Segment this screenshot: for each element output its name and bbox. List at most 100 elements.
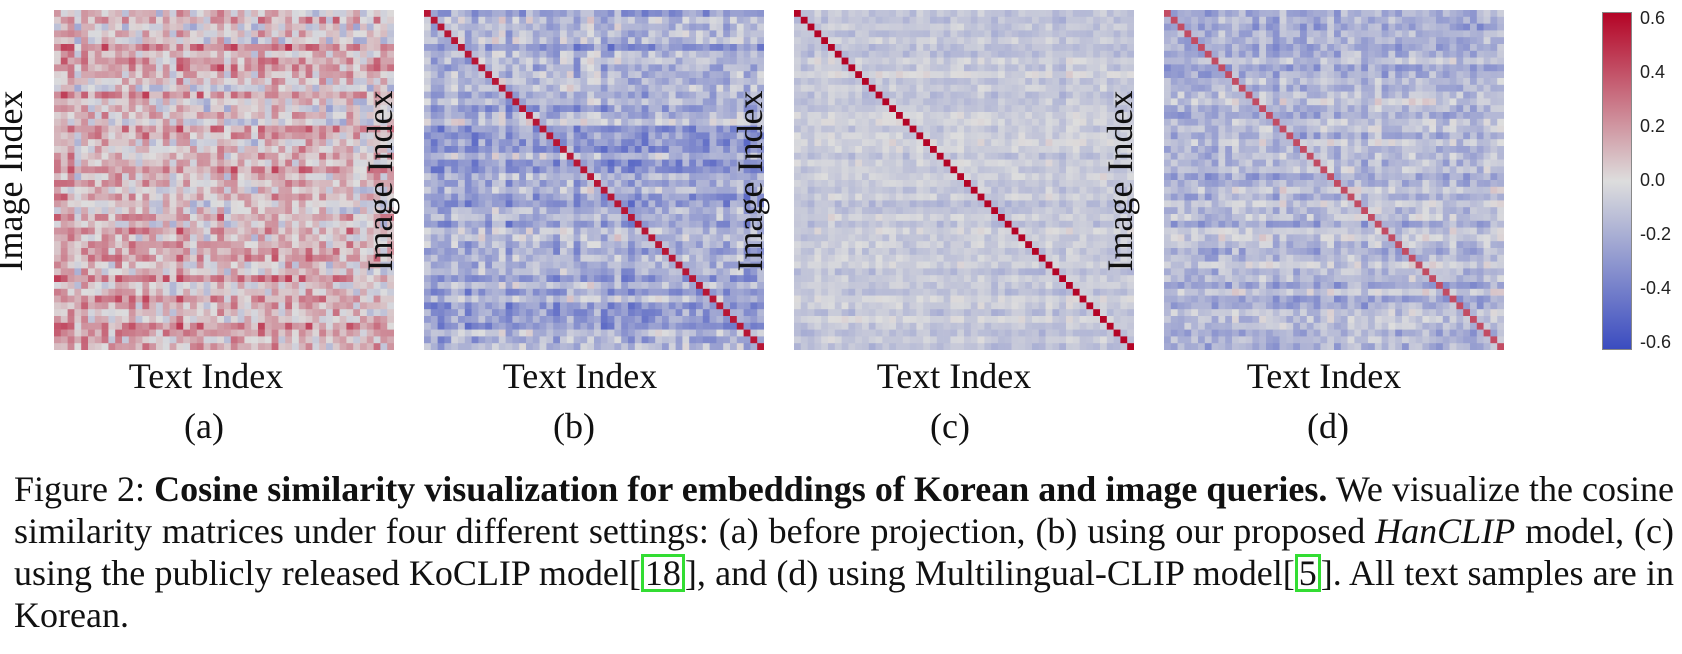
heatmap-cell bbox=[278, 248, 286, 256]
heatmap-cell bbox=[498, 64, 506, 72]
heatmap-cell bbox=[689, 105, 697, 113]
heatmap-cell bbox=[203, 186, 211, 194]
heatmap-cell bbox=[312, 98, 320, 106]
heatmap-cell bbox=[689, 220, 697, 228]
heatmap-cell bbox=[149, 23, 157, 31]
heatmap-cell bbox=[730, 91, 738, 99]
heatmap-cell bbox=[387, 309, 394, 317]
heatmap-cell bbox=[458, 248, 466, 256]
heatmap-cell bbox=[607, 78, 615, 86]
heatmap-cell bbox=[54, 173, 62, 181]
heatmap-cell bbox=[115, 91, 123, 99]
heatmap-cell bbox=[655, 295, 663, 303]
heatmap-cell bbox=[319, 261, 327, 269]
heatmap-cell bbox=[162, 193, 170, 201]
heatmap-cell bbox=[373, 71, 381, 79]
heatmap-cell bbox=[156, 132, 164, 140]
heatmap-cell bbox=[244, 288, 252, 296]
heatmap-cell bbox=[366, 200, 374, 208]
heatmap-cell bbox=[614, 302, 622, 310]
heatmap-cell bbox=[387, 329, 394, 337]
heatmap-cell bbox=[183, 316, 191, 324]
heatmap-cell bbox=[115, 64, 123, 72]
heatmap-cell bbox=[312, 248, 320, 256]
heatmap-cell bbox=[553, 275, 561, 283]
heatmap-cell bbox=[224, 98, 232, 106]
heatmap-cell bbox=[478, 37, 486, 45]
heatmap-cell bbox=[594, 10, 602, 18]
heatmap-cell bbox=[641, 295, 649, 303]
heatmap-cell bbox=[668, 23, 676, 31]
heatmap-cell bbox=[573, 322, 581, 330]
heatmap-cell bbox=[730, 220, 738, 228]
heatmap-cell bbox=[360, 57, 368, 65]
heatmap-cell bbox=[332, 173, 340, 181]
heatmap-cell bbox=[54, 234, 62, 242]
heatmap-cell bbox=[278, 57, 286, 65]
heatmap-cell bbox=[312, 152, 320, 160]
heatmap-cell bbox=[655, 261, 663, 269]
heatmap-cell bbox=[464, 146, 472, 154]
heatmap-cell bbox=[196, 227, 204, 235]
heatmap-cell bbox=[682, 44, 690, 52]
heatmap-cell bbox=[519, 91, 527, 99]
heatmap-cell bbox=[696, 227, 704, 235]
heatmap-cell bbox=[655, 254, 663, 262]
heatmap-cell bbox=[587, 146, 595, 154]
heatmap-cell bbox=[709, 16, 717, 24]
heatmap-cell bbox=[332, 316, 340, 324]
heatmap-cell bbox=[94, 220, 102, 228]
heatmap-cell bbox=[81, 44, 89, 52]
heatmap-cell bbox=[736, 336, 744, 344]
heatmap-cell bbox=[278, 186, 286, 194]
heatmap-cell bbox=[244, 329, 252, 337]
heatmap-cell bbox=[142, 44, 150, 52]
heatmap-cell bbox=[366, 234, 374, 242]
heatmap-cell bbox=[471, 30, 479, 38]
heatmap-cell bbox=[67, 71, 75, 79]
heatmap-cell bbox=[675, 343, 683, 350]
heatmap-cell bbox=[702, 84, 710, 92]
heatmap-cell bbox=[101, 329, 109, 337]
heatmap-cell bbox=[353, 316, 361, 324]
heatmap-cell bbox=[210, 295, 218, 303]
heatmap-cell bbox=[60, 309, 68, 317]
heatmap-cell bbox=[580, 322, 588, 330]
heatmap-cell bbox=[128, 214, 136, 222]
heatmap-cell bbox=[122, 302, 130, 310]
heatmap-cell bbox=[424, 112, 432, 120]
heatmap-cell bbox=[716, 268, 724, 276]
heatmap-cell bbox=[162, 302, 170, 310]
heatmap-cell bbox=[366, 98, 374, 106]
diagonal-cell bbox=[108, 64, 116, 72]
heatmap-cell bbox=[122, 105, 130, 113]
heatmap-cell bbox=[156, 44, 164, 52]
heatmap-cell bbox=[498, 57, 506, 65]
heatmap-cell bbox=[492, 84, 500, 92]
heatmap-cell bbox=[217, 78, 225, 86]
heatmap-cell bbox=[532, 23, 540, 31]
heatmap-cell bbox=[566, 98, 574, 106]
heatmap-cell bbox=[190, 30, 198, 38]
heatmap-cell bbox=[634, 329, 642, 337]
heatmap-cell bbox=[54, 268, 62, 276]
heatmap-cell bbox=[451, 295, 459, 303]
heatmap-cell bbox=[464, 44, 472, 52]
heatmap-cell bbox=[244, 282, 252, 290]
heatmap-cell bbox=[628, 57, 636, 65]
heatmap-cell bbox=[505, 159, 513, 167]
heatmap-cell bbox=[81, 10, 89, 18]
heatmap-cell bbox=[750, 180, 758, 188]
heatmap-cell bbox=[169, 84, 177, 92]
heatmap-cell bbox=[682, 105, 690, 113]
heatmap-cell bbox=[128, 207, 136, 215]
heatmap-cell bbox=[353, 268, 361, 276]
heatmap-cell bbox=[553, 227, 561, 235]
heatmap-cell bbox=[128, 132, 136, 140]
heatmap-cell bbox=[380, 200, 388, 208]
heatmap-cell bbox=[682, 125, 690, 133]
heatmap-cell bbox=[162, 44, 170, 52]
heatmap-cell bbox=[115, 322, 123, 330]
heatmap-cell bbox=[641, 159, 649, 167]
heatmap-cell bbox=[224, 309, 232, 317]
